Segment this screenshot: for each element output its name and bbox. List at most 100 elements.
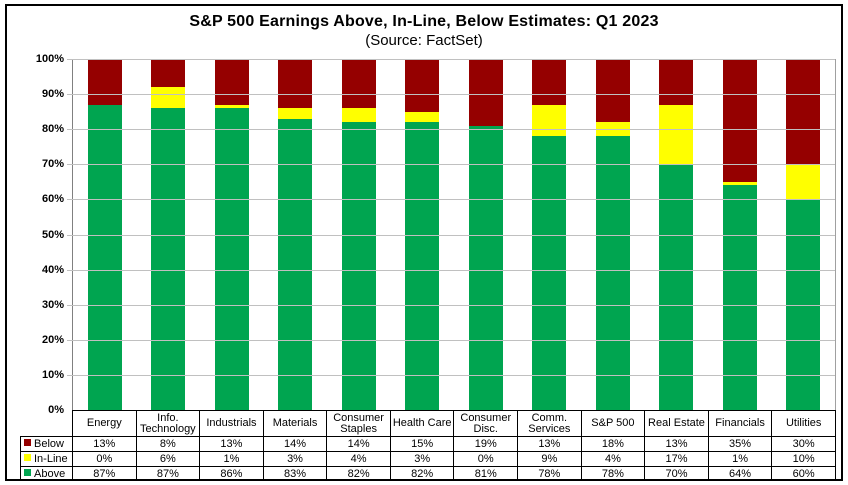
table-corner-cell: [21, 411, 73, 437]
bar-column-s-p-500: [581, 59, 645, 410]
value-cell-below-industrials: 13%: [199, 436, 264, 452]
bar-segment-in-line: [341, 108, 376, 123]
bar-segment-above: [278, 118, 313, 410]
bar-segment-below: [151, 59, 186, 87]
bar-column-consumer-staples: [327, 59, 391, 410]
table-row-below: Below 13% 8% 13% 14% 14% 15% 19% 13% 18% 13% 35% 30%: [20, 436, 836, 452]
legend-swatch-above: [24, 469, 31, 477]
bar-column-info-technology: [137, 59, 201, 410]
column-header-energy: Energy: [72, 410, 137, 437]
column-header-comm-services: Comm. Services: [517, 410, 582, 437]
bar-column-materials: [264, 59, 328, 410]
value-cell-above-consumer-disc: 81%: [453, 466, 519, 479]
column-header-financials: Financials: [707, 410, 773, 437]
value-cell-below-info-technology: 8%: [135, 436, 201, 452]
stacked-bar-info-technology: [151, 59, 186, 410]
gridline: [67, 199, 835, 201]
value-cell-in-line-materials: 3%: [262, 451, 328, 467]
bars-row: [73, 59, 835, 410]
value-cell-below-consumer-staples: 14%: [326, 436, 391, 452]
column-header-industrials: Industrials: [199, 410, 264, 437]
bar-segment-above: [468, 125, 503, 410]
value-cell-below-comm-services: 13%: [517, 436, 582, 452]
bar-segment-below: [87, 59, 122, 105]
stacked-bar-consumer-staples: [341, 59, 376, 410]
value-cell-below-consumer-disc: 19%: [453, 436, 519, 452]
column-header-materials: Materials: [262, 410, 328, 437]
value-cell-above-consumer-staples: 82%: [326, 466, 391, 479]
table-row-in-line: In-Line 0% 6% 1% 3% 4% 3% 0% 9% 4% 17% 1% 10%: [20, 451, 836, 467]
gridline: [67, 164, 835, 166]
legend-label-below: Below: [34, 437, 64, 450]
value-cell-above-health-care: 82%: [389, 466, 455, 479]
legend-cell-in-line: In-Line: [20, 451, 73, 467]
y-axis-tick-label: 50%: [41, 228, 64, 241]
value-cell-below-utilities: 30%: [771, 436, 836, 452]
gridline: [67, 234, 835, 236]
chart-area: 100% 90% 80% 70% 60% 50% 40% 30% 20% 10% 0% Energy…: [20, 53, 836, 479]
bar-segment-below: [659, 59, 694, 105]
y-axis-labels: 100% 90% 80% 70% 60% 50% 40% 30% 20% 10% 0%: [20, 53, 72, 416]
bar-column-industrials: [200, 59, 264, 410]
value-cell-in-line-s-p-500: 4%: [580, 451, 646, 467]
y-axis-tick-label: 70%: [41, 158, 64, 171]
column-header-consumer-staples: Consumer Staples: [326, 410, 391, 437]
stacked-bar-energy: [87, 59, 122, 410]
bar-segment-above: [341, 122, 376, 410]
column-header-info-technology: Info. Technology: [135, 410, 201, 437]
value-cell-above-materials: 83%: [262, 466, 328, 479]
value-cell-below-energy: 13%: [72, 436, 137, 452]
bar-column-real-estate: [645, 59, 709, 410]
value-cell-below-real-estate: 13%: [644, 436, 709, 452]
value-cell-in-line-industrials: 1%: [199, 451, 264, 467]
plot-area: [67, 59, 836, 410]
stacked-bar-materials: [278, 59, 313, 410]
bar-segment-in-line: [659, 104, 694, 165]
value-cell-below-financials: 35%: [707, 436, 773, 452]
value-cell-above-financials: 64%: [707, 466, 773, 479]
y-axis-tick-label: 10%: [41, 368, 64, 381]
bar-segment-above: [151, 107, 186, 410]
figure-border: S&P 500 Earnings Above, In-Line, Below E…: [5, 4, 843, 481]
value-cell-above-utilities: 60%: [771, 466, 836, 479]
value-cell-below-health-care: 15%: [389, 436, 455, 452]
bar-segment-above: [595, 136, 630, 410]
y-axis-tick-label: 100%: [35, 53, 64, 65]
value-cell-above-industrials: 86%: [199, 466, 264, 479]
gridline: [67, 269, 835, 271]
value-cell-in-line-energy: 0%: [72, 451, 137, 467]
bar-segment-below: [532, 59, 567, 105]
y-axis-tick-label: 20%: [41, 333, 64, 346]
bar-segment-in-line: [405, 111, 440, 123]
bar-segment-above: [214, 108, 249, 410]
value-cell-below-s-p-500: 18%: [580, 436, 646, 452]
stacked-bar-comm-services: [532, 59, 567, 410]
value-cell-above-info-technology: 87%: [135, 466, 201, 479]
table-body: Below 13% 8% 13% 14% 14% 15% 19% 13% 18% 13% 35% 30%…: [20, 436, 836, 479]
bar-segment-above: [659, 164, 694, 410]
stacked-bar-industrials: [214, 59, 249, 410]
bar-column-financials: [708, 59, 772, 410]
value-cell-above-energy: 87%: [72, 466, 137, 479]
bar-segment-in-line: [786, 164, 821, 200]
legend-cell-below: Below: [20, 436, 73, 452]
value-cell-in-line-utilities: 10%: [771, 451, 836, 467]
value-cell-in-line-comm-services: 9%: [517, 451, 582, 467]
value-cell-above-comm-services: 78%: [517, 466, 582, 479]
legend-label-in-line: In-Line: [34, 452, 68, 465]
bar-segment-below: [722, 59, 757, 182]
bar-segment-above: [532, 136, 567, 410]
value-cell-in-line-health-care: 3%: [389, 451, 455, 467]
stacked-bar-real-estate: [659, 59, 694, 410]
bar-column-health-care: [391, 59, 455, 410]
bar-segment-below: [468, 59, 503, 126]
value-cell-in-line-financials: 1%: [707, 451, 773, 467]
gridline: [67, 304, 835, 306]
column-header-real-estate: Real Estate: [644, 410, 709, 437]
value-cell-in-line-real-estate: 17%: [644, 451, 709, 467]
plot-row: 100% 90% 80% 70% 60% 50% 40% 30% 20% 10% 0%: [20, 53, 836, 416]
column-header-health-care: Health Care: [389, 410, 455, 437]
bar-segment-in-line: [278, 108, 313, 119]
stacked-bar-s-p-500: [595, 59, 630, 410]
